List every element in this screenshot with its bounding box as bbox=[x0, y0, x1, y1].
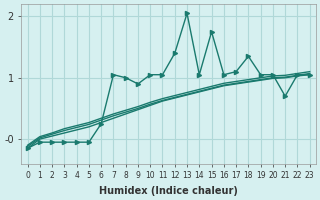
X-axis label: Humidex (Indice chaleur): Humidex (Indice chaleur) bbox=[99, 186, 238, 196]
